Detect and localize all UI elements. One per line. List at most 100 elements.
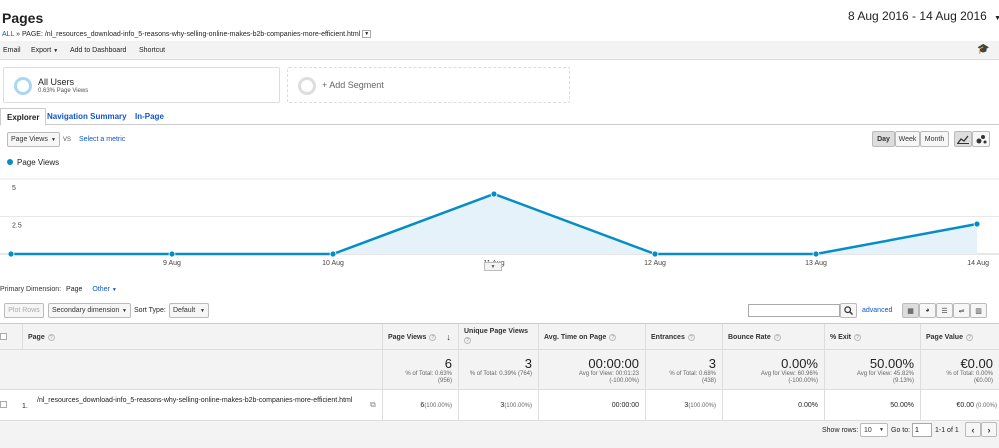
col-page-value[interactable]: Page Value? — [920, 324, 999, 350]
y-tick-label: 5 — [12, 185, 16, 192]
search-icon[interactable] — [840, 303, 857, 318]
export-label: Export — [31, 47, 52, 54]
col-exit[interactable]: % Exit? — [824, 324, 920, 350]
tab-navigation-summary[interactable]: Navigation Summary — [47, 112, 127, 121]
show-rows-label: Show rows: — [822, 427, 859, 434]
help-icon[interactable]: ? — [429, 333, 437, 341]
empty-segment-ring-icon — [298, 77, 316, 95]
help-icon[interactable]: ? — [854, 333, 862, 341]
prev-page-button[interactable]: ‹ — [965, 422, 981, 437]
comparison-view-icon[interactable]: ⇌ — [953, 303, 970, 318]
row-page-link[interactable]: /nl_resources_download-info_5-reasons-wh… — [37, 397, 353, 404]
col-page[interactable]: Page? — [22, 324, 382, 350]
help-icon[interactable]: ? — [773, 333, 781, 341]
primary-dimension-value: Page — [66, 286, 83, 293]
x-tick-label: 12 Aug — [644, 260, 666, 267]
total-bounce-value: 0.00% — [781, 356, 818, 371]
table-view-icon[interactable]: ▦ — [902, 303, 919, 318]
x-tick-label: 14 Aug — [967, 260, 989, 267]
breadcrumb: ALL » PAGE: /nl_resources_download-info_… — [2, 30, 372, 38]
legend-label: Page Views — [17, 158, 60, 167]
data-point[interactable] — [490, 190, 498, 198]
line-chart-icon[interactable] — [954, 131, 972, 147]
date-range-picker[interactable]: 8 Aug 2016 - 14 Aug 2016 ▼ — [848, 9, 999, 23]
total-unique-value: 3 — [524, 356, 532, 371]
col-entrances[interactable]: Entrances? — [645, 324, 722, 350]
show-rows-select[interactable]: 10 ▼ — [860, 423, 888, 437]
week-button[interactable]: Week — [895, 131, 920, 147]
shortcut-button[interactable]: Shortcut — [139, 47, 166, 54]
total-entrances: 3 % of Total: 0.68% (438) — [645, 350, 722, 390]
data-point[interactable] — [7, 250, 15, 258]
col-page-views[interactable]: Page Views? ↓ — [382, 324, 458, 350]
email-button[interactable]: Email — [3, 47, 21, 54]
data-point[interactable] — [812, 250, 820, 258]
goto-page-input[interactable] — [912, 423, 932, 437]
total-bounce-sub: Avg for View: 60.96% — [760, 371, 818, 377]
vs-label: VS — [63, 137, 72, 143]
row-unique-pct: (100.00%) — [504, 403, 532, 409]
total-unique: 3 % of Total: 0.39% (764) — [458, 350, 538, 390]
data-point[interactable] — [651, 250, 659, 258]
help-icon[interactable]: ? — [47, 333, 55, 341]
help-icon[interactable]: ? — [965, 333, 973, 341]
chevron-down-icon: ▼ — [51, 136, 56, 143]
col-avg-time[interactable]: Avg. Time on Page? — [538, 324, 645, 350]
sort-descending-icon: ↓ — [446, 332, 451, 342]
pie-view-icon[interactable]: ◕ — [919, 303, 936, 318]
performance-view-icon[interactable]: ☰ — [936, 303, 953, 318]
chart-collapse-handle[interactable]: ▼ — [484, 262, 502, 271]
data-point[interactable] — [329, 250, 337, 258]
day-button[interactable]: Day — [872, 131, 895, 147]
data-point[interactable] — [168, 250, 176, 258]
row-exit: 50.00% — [824, 390, 920, 424]
col-entrances-label: Entrances — [651, 333, 685, 341]
total-entrances-value: 3 — [708, 356, 716, 371]
total-value: €0.00 % of Total: 0.00% (€0.00) — [920, 350, 999, 390]
col-unique-page-views[interactable]: Unique Page Views? — [458, 324, 538, 350]
graduation-cap-icon[interactable]: 🎓 — [977, 44, 990, 55]
metric-select[interactable]: Page Views ▼ — [7, 132, 60, 147]
other-dimension-label: Other — [92, 286, 110, 293]
row-checkbox[interactable] — [0, 401, 7, 408]
secondary-dimension-select[interactable]: Secondary dimension ▼ — [48, 303, 131, 318]
show-rows-value: 10 — [864, 426, 872, 434]
total-avg-time: 00:00:00 Avg for View: 00:01:23 (-100.00… — [538, 350, 645, 390]
total-entrances-sub: % of Total: 0.68% — [669, 371, 716, 377]
tab-explorer[interactable]: Explorer — [0, 108, 47, 126]
chevron-down-icon: ▼ — [122, 307, 127, 314]
next-page-button[interactable]: › — [981, 422, 997, 437]
x-tick-label: 10 Aug — [322, 260, 344, 267]
plot-rows-button[interactable]: Plot Rows — [4, 303, 44, 318]
row-value-pct: (0.00%) — [975, 403, 997, 409]
pivot-view-icon[interactable]: ▥ — [970, 303, 987, 318]
row-index: 1. — [22, 403, 28, 410]
goto-label: Go to: — [891, 427, 911, 434]
add-segment-box[interactable]: + Add Segment — [287, 67, 570, 103]
row-unique: 3(100.00%) — [458, 390, 538, 424]
col-bounce-rate[interactable]: Bounce Rate? — [722, 324, 824, 350]
breadcrumb-all-link[interactable]: ALL — [2, 30, 15, 38]
motion-chart-icon[interactable] — [972, 131, 990, 147]
export-button[interactable]: Export ▼ — [31, 47, 58, 54]
select-all-checkbox[interactable] — [0, 333, 7, 340]
help-icon[interactable]: ? — [464, 337, 471, 344]
row-entrances-pct: (100.00%) — [688, 403, 716, 409]
breadcrumb-dropdown-icon[interactable]: ▼ — [362, 30, 372, 38]
total-exit-sub: Avg for View: 45.82% — [856, 371, 914, 377]
tab-bar — [0, 108, 999, 125]
row-value: €0.00 (0.00%) — [920, 390, 999, 424]
sort-type-select[interactable]: Default ▼ — [169, 303, 209, 318]
table-search-input[interactable] — [748, 304, 840, 317]
external-link-icon[interactable]: ⧉ — [370, 400, 376, 409]
tab-in-page[interactable]: In-Page — [135, 112, 164, 121]
select-metric-link[interactable]: Select a metric — [79, 136, 126, 143]
help-icon[interactable]: ? — [687, 333, 695, 341]
add-to-dashboard-button[interactable]: Add to Dashboard — [70, 47, 127, 54]
segment-all-users[interactable]: All Users 0.63% Page Views — [3, 67, 280, 103]
data-point[interactable] — [973, 220, 981, 228]
advanced-link[interactable]: advanced — [862, 307, 893, 314]
other-dimension-link[interactable]: Other ▼ — [92, 286, 116, 293]
month-button[interactable]: Month — [920, 131, 949, 147]
help-icon[interactable]: ? — [609, 333, 617, 341]
